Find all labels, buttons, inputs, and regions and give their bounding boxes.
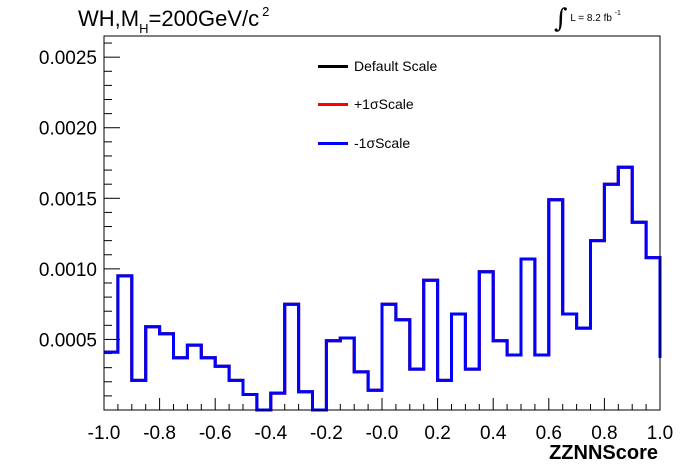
legend-item-minus1sigma: -1σScale xyxy=(318,135,410,155)
x-tick-label: -0.6 xyxy=(199,423,232,444)
x-tick-label: -0.0 xyxy=(366,423,399,444)
lumi-superscript: -1 xyxy=(614,10,621,17)
x-tick-label: -0.8 xyxy=(143,423,176,444)
luminosity-label: ∫ L = 8.2 fb -1 xyxy=(554,6,621,32)
histogram-series xyxy=(104,165,662,412)
y-tick-label: 0.0025 xyxy=(39,48,97,69)
y-tick-label: 0.0005 xyxy=(39,330,97,351)
x-tick-label: -0.4 xyxy=(254,423,287,444)
integral-icon: ∫ xyxy=(554,4,568,34)
lumi-text: L = 8.2 fb xyxy=(570,13,612,24)
legend-label-default: Default Scale xyxy=(354,58,438,74)
y-tick-label: 0.0010 xyxy=(39,260,97,281)
legend-swatch-default xyxy=(318,64,348,68)
y-tick-label: 0.0020 xyxy=(39,119,97,140)
chart-title: WH,MH=200GeV/c 2 xyxy=(78,4,270,36)
legend-label-minus1sigma: -1σScale xyxy=(354,135,411,151)
series-line-2 xyxy=(104,165,662,412)
x-tick-label: 0.6 xyxy=(536,423,562,444)
legend-swatch-plus1sigma xyxy=(318,102,348,106)
y-tick-label: 0.0015 xyxy=(39,189,97,210)
tick-labels: -1.0 -0.8 -0.6 -0.4 -0.2 -0.0 0.2 0.4 0.6 0.8 1.0 0… xyxy=(39,48,673,444)
x-axis-title: ZZNNScore xyxy=(549,442,658,464)
legend-swatch-minus1sigma xyxy=(318,141,348,145)
legend-item-default: Default Scale xyxy=(318,58,437,78)
x-tick-label: 0.2 xyxy=(424,423,450,444)
title-superscript: 2 xyxy=(262,4,270,19)
x-tick-label: -0.2 xyxy=(310,423,343,444)
x-tick-label: 1.0 xyxy=(647,423,673,444)
x-tick-label: 0.8 xyxy=(591,423,617,444)
legend-label-plus1sigma: +1σScale xyxy=(354,96,414,112)
title-subscript: H xyxy=(139,21,149,36)
title-prefix: WH,M xyxy=(78,6,140,31)
title-mid: =200GeV/c xyxy=(148,6,260,31)
x-tick-label: -1.0 xyxy=(88,423,121,444)
plot-frame xyxy=(103,35,661,411)
legend-item-plus1sigma: +1σScale xyxy=(318,96,414,116)
x-tick-label: 0.4 xyxy=(480,423,507,444)
